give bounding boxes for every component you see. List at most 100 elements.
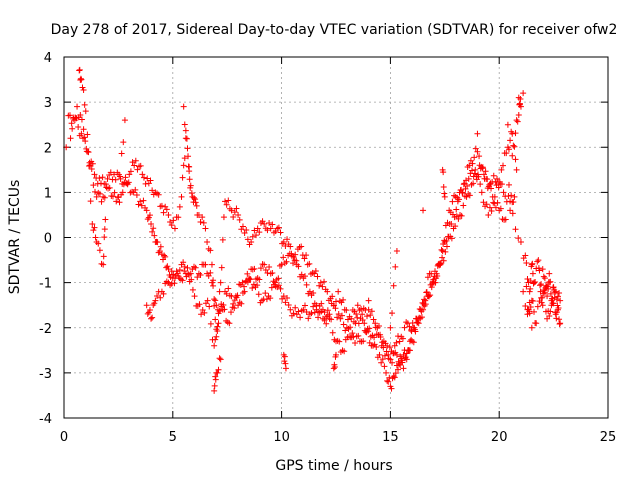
data-point-track-a	[500, 189, 507, 196]
data-point-track-c	[512, 130, 519, 137]
data-point-track-c	[458, 212, 465, 219]
data-point-track-a	[96, 175, 103, 182]
data-point-track-d	[545, 285, 552, 292]
data-point-track-a	[474, 148, 481, 155]
data-point-track-d	[554, 302, 561, 309]
data-point-outliers	[120, 139, 127, 146]
data-point-track-a	[226, 320, 233, 327]
data-point-track-c	[513, 117, 520, 124]
data-point-track-c	[406, 323, 413, 330]
x-tick-label: 20	[491, 430, 508, 445]
data-point-track-b	[142, 180, 149, 187]
data-point-track-a	[471, 154, 478, 161]
data-point-track-b	[180, 162, 187, 169]
data-point-track-b	[485, 211, 492, 218]
data-point-track-a	[107, 169, 114, 176]
data-point-track-d	[539, 302, 546, 309]
data-point-track-a	[469, 160, 476, 167]
data-point-track-c	[357, 315, 364, 322]
data-point-track-a	[244, 270, 251, 277]
data-point-track-b	[69, 125, 76, 132]
data-point-track-c	[367, 312, 374, 319]
data-point-track-b	[330, 302, 337, 309]
data-point-track-a	[91, 171, 98, 178]
data-point-track-a	[476, 153, 483, 160]
data-point-track-a	[410, 339, 417, 346]
data-point-outliers	[185, 153, 192, 160]
data-point-track-b	[178, 193, 185, 200]
y-tick-label: -1	[39, 277, 52, 292]
data-point-track-b	[132, 157, 139, 164]
data-point-track-c	[455, 215, 462, 222]
data-point-track-b	[124, 181, 131, 188]
data-point-track-c	[489, 193, 496, 200]
data-point-track-a	[388, 385, 395, 392]
data-point-track-b	[375, 323, 382, 330]
data-point-track-b	[480, 199, 487, 206]
data-point-outliers	[281, 358, 288, 365]
data-point-track-b	[158, 202, 165, 209]
data-point-outliers	[115, 193, 122, 200]
data-point-track-b	[318, 300, 325, 307]
data-point-track-b	[264, 227, 271, 234]
data-point-track-d	[539, 294, 546, 301]
data-point-track-c	[396, 338, 403, 345]
data-point-outliers	[100, 261, 107, 268]
data-point-track-c	[308, 310, 315, 317]
data-point-track-c	[439, 254, 446, 261]
data-point-track-a	[317, 279, 324, 286]
data-point-track-b	[140, 174, 147, 181]
data-point-track-b	[464, 182, 471, 189]
data-point-track-a	[192, 264, 199, 271]
data-point-track-a	[255, 291, 262, 298]
data-point-track-c	[207, 320, 214, 327]
data-point-outliers	[84, 131, 91, 138]
data-point-track-c	[233, 294, 240, 301]
x-axis-label: GPS time / hours	[275, 458, 392, 474]
data-point-track-a	[403, 350, 410, 357]
data-point-track-b	[459, 189, 466, 196]
data-point-outliers	[193, 202, 200, 209]
data-point-track-c	[416, 314, 423, 321]
data-point-track-a	[78, 130, 85, 137]
y-tick-label: 3	[44, 96, 52, 111]
data-point-track-c	[157, 294, 164, 301]
data-point-track-d	[531, 308, 538, 315]
data-point-track-b	[160, 209, 167, 216]
data-point-track-d	[544, 283, 551, 290]
data-point-track-a	[379, 356, 386, 363]
data-point-track-d	[556, 316, 563, 323]
data-point-track-a	[392, 370, 399, 377]
data-point-track-b	[343, 307, 350, 314]
data-point-track-b	[439, 248, 446, 255]
data-point-track-c	[365, 306, 372, 313]
y-tick-label: 0	[44, 232, 52, 247]
data-point-track-b	[251, 227, 258, 234]
data-point-track-c	[246, 276, 253, 283]
data-point-outliers	[215, 366, 222, 373]
data-point-track-b	[395, 358, 402, 365]
data-point-track-c	[228, 293, 235, 300]
data-point-track-c	[290, 310, 297, 317]
data-point-track-c	[148, 315, 155, 322]
data-point-track-c	[491, 200, 498, 207]
data-point-track-c	[474, 171, 481, 178]
data-point-track-b	[230, 213, 237, 220]
data-point-track-c	[466, 192, 473, 199]
data-point-track-a	[210, 282, 217, 289]
data-point-track-c	[173, 268, 180, 275]
data-point-outliers	[188, 190, 195, 197]
data-point-track-b	[465, 175, 472, 182]
data-point-track-a	[122, 174, 129, 181]
data-point-track-c	[297, 314, 304, 321]
y-tick-label: 2	[44, 141, 52, 156]
data-point-track-b	[301, 273, 308, 280]
data-point-track-b	[254, 225, 261, 232]
data-point-track-a	[338, 312, 345, 319]
y-tick-label: -2	[39, 322, 52, 337]
data-point-outliers	[190, 199, 197, 206]
data-point-track-c	[211, 342, 218, 349]
data-point-outliers	[524, 306, 531, 313]
data-point-track-d	[551, 289, 558, 296]
data-point-track-a	[360, 338, 367, 345]
